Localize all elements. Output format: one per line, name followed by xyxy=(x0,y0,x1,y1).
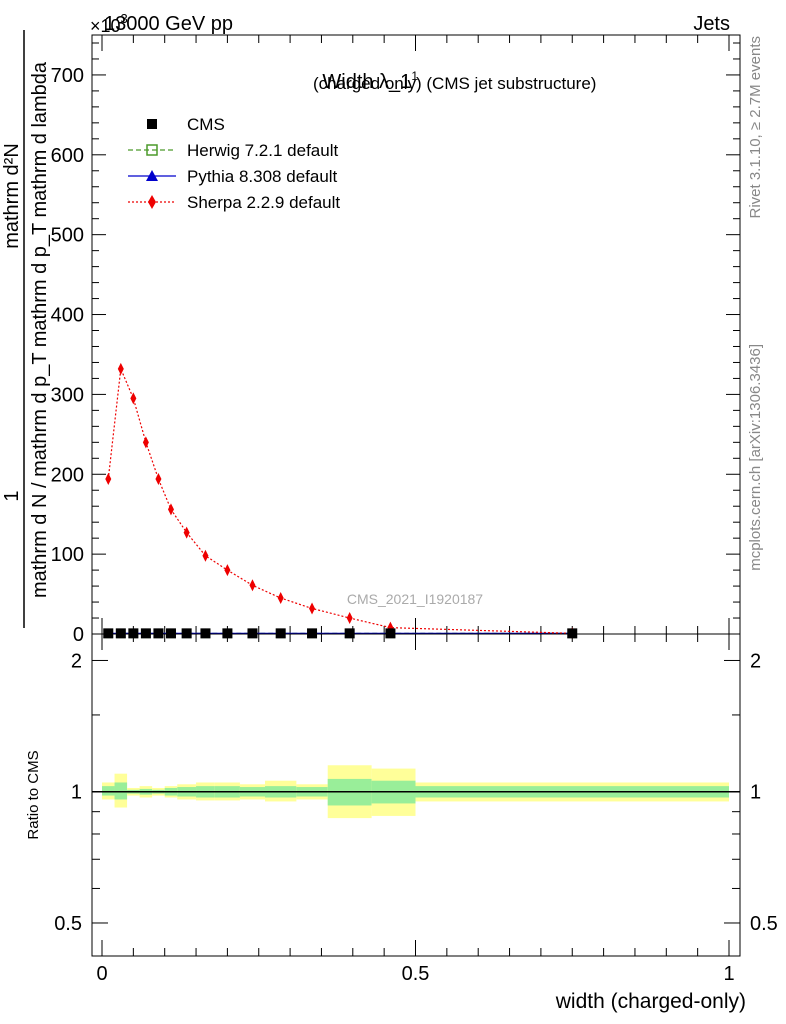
watermark: CMS_2021_I1920187 xyxy=(347,591,483,607)
data-point xyxy=(167,503,174,516)
y-tick-label: 600 xyxy=(51,145,84,167)
y-tick-label: 400 xyxy=(51,305,84,327)
data-point xyxy=(181,628,192,639)
ratio-y-label: Ratio to CMS xyxy=(25,750,42,839)
main-panel: 0 100 200 300 400 500 600 700 CMS_2021_I1920187… xyxy=(1,30,741,646)
ratio-x-axis: 0 0.5 1 xyxy=(96,634,735,985)
data-point xyxy=(385,628,396,639)
data-point xyxy=(128,628,139,639)
y-tick-label: 100 xyxy=(51,544,84,566)
y-exponent-base: ×10 xyxy=(90,16,121,36)
data-point xyxy=(105,473,112,486)
y-label-top: mathrm d²N xyxy=(1,143,23,249)
legend-label: Herwig 7.2.1 default xyxy=(187,141,338,160)
data-point xyxy=(307,628,318,639)
x-axis-label: width (charged-only) xyxy=(555,990,746,1013)
y-tick-label: 200 xyxy=(51,464,84,486)
legend-label: Sherpa 2.2.9 default xyxy=(187,193,340,212)
data-point xyxy=(275,628,286,639)
data-point xyxy=(202,549,209,562)
data-point xyxy=(200,628,211,639)
y-tick-label: 300 xyxy=(51,384,84,406)
chart-title-text: Width λ_1 xyxy=(322,71,411,93)
data-point xyxy=(155,473,162,486)
ratio-y-tick-label-right: 1 xyxy=(750,782,761,804)
data-point xyxy=(567,628,578,639)
ratio-y-axis: 0.5 0.5 1 1 2 2 xyxy=(54,650,778,935)
data-point xyxy=(309,602,316,615)
main-y-axis: 0 100 200 300 400 500 600 700 xyxy=(51,42,740,646)
data-point xyxy=(146,144,158,156)
mcplots-label: mcplots.cern.ch [arXiv:1306.3436] xyxy=(747,344,764,571)
x-tick-label: 0.5 xyxy=(402,963,430,985)
main-series xyxy=(103,362,578,640)
ratio-y-tick-label: 2 xyxy=(71,650,82,672)
data-point xyxy=(117,362,124,375)
data-point xyxy=(130,392,137,405)
y-label-denominator: mathrm d N / mathrm d p_T mathrm d p_T m… xyxy=(29,61,51,598)
legend: CMS Herwig 7.2.1 default Pythia 8.308 defa… xyxy=(128,115,340,212)
data-point xyxy=(115,628,126,639)
data-point xyxy=(224,564,231,577)
data-point xyxy=(222,628,233,639)
ratio-band-inner xyxy=(102,786,115,796)
chart-subtitle: (charged only) (CMS jet substructure) xyxy=(313,74,596,93)
y-exponent-power: 3 xyxy=(121,11,128,26)
data-point xyxy=(146,170,158,181)
data-point xyxy=(183,526,190,539)
chart-title: Width λ_11 xyxy=(322,69,418,93)
data-point xyxy=(103,628,114,639)
data-point xyxy=(249,579,256,592)
ratio-y-tick-label-right: 0.5 xyxy=(750,913,778,935)
data-point xyxy=(140,628,151,639)
ratio-y-tick-label-right: 2 xyxy=(750,650,761,672)
y-exponent: ×103 xyxy=(90,11,128,36)
ratio-y-tick-label: 0.5 xyxy=(54,913,82,935)
data-point xyxy=(142,436,149,449)
legend-label: Pythia 8.308 default xyxy=(187,167,338,186)
chart-title-sup: 1 xyxy=(411,69,418,83)
data-point xyxy=(153,628,164,639)
x-tick-label: 1 xyxy=(723,963,734,985)
x-tick-label: 0 xyxy=(96,963,107,985)
ratio-band-inner xyxy=(114,782,128,800)
legend-label: CMS xyxy=(187,115,225,134)
header-energy: 13000 GeV pp xyxy=(104,13,233,35)
y-tick-label: 700 xyxy=(51,65,84,87)
ratio-y-tick-label: 1 xyxy=(71,782,82,804)
y-label-numerator: 1 xyxy=(1,490,23,501)
series-3 xyxy=(105,362,576,640)
header-jets: Jets xyxy=(693,13,730,35)
data-point xyxy=(148,195,156,209)
data-point xyxy=(147,119,157,129)
data-point xyxy=(344,628,355,639)
series-line xyxy=(107,366,573,634)
y-tick-label: 500 xyxy=(51,225,84,247)
data-point xyxy=(165,628,176,639)
series-0 xyxy=(103,628,578,639)
data-point xyxy=(277,592,284,605)
rivet-label: Rivet 3.1.10, ≥ 2.7M events xyxy=(747,36,764,219)
data-point xyxy=(247,628,258,639)
data-point xyxy=(346,612,353,625)
ratio-panel: 0.5 0.51 12 2 0 0.5 1 Ratio to CMS width (cha… xyxy=(25,633,778,1013)
y-tick-label: 0 xyxy=(73,624,84,646)
